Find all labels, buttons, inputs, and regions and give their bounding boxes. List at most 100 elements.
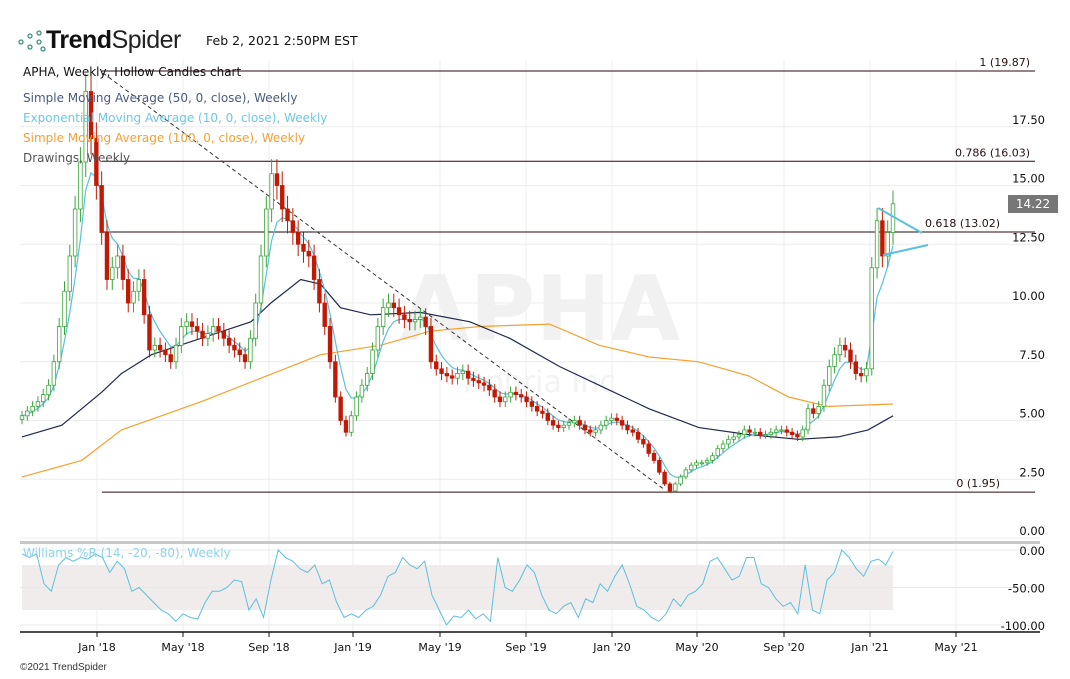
candle bbox=[280, 171, 285, 223]
candle-body bbox=[465, 370, 471, 379]
candle-body bbox=[667, 483, 673, 492]
candle bbox=[471, 371, 476, 387]
candle bbox=[657, 457, 662, 475]
fib-level-label: 0.786 (16.03) bbox=[955, 146, 1030, 159]
candle bbox=[604, 415, 609, 430]
candle bbox=[189, 313, 195, 335]
candle-body bbox=[72, 208, 78, 257]
candle bbox=[481, 376, 487, 392]
candle bbox=[248, 330, 253, 369]
candle-body bbox=[811, 408, 816, 414]
candle-body bbox=[152, 344, 157, 351]
legend-drawings[interactable]: Drawings, Weekly bbox=[23, 151, 131, 165]
candle-body bbox=[455, 373, 460, 379]
candle bbox=[752, 428, 758, 437]
candle bbox=[333, 354, 338, 403]
candle bbox=[853, 354, 859, 381]
candle bbox=[789, 428, 795, 439]
candle-body bbox=[715, 448, 720, 457]
candle-body bbox=[577, 420, 582, 426]
candle bbox=[434, 354, 439, 376]
candle bbox=[572, 415, 577, 428]
candle bbox=[444, 366, 450, 383]
candle bbox=[242, 347, 248, 369]
candle bbox=[295, 220, 301, 256]
candle-body bbox=[508, 391, 513, 398]
candle-body bbox=[380, 307, 386, 327]
candle bbox=[88, 73, 94, 155]
candle-body bbox=[248, 337, 253, 363]
candle bbox=[147, 305, 152, 358]
x-tick-label: Jan '20 bbox=[592, 641, 630, 654]
candle-body bbox=[51, 361, 57, 386]
candle-body bbox=[99, 185, 104, 233]
candle-body bbox=[19, 415, 25, 420]
candle-body bbox=[189, 321, 195, 327]
legend-sma50[interactable]: Simple Moving Average (50, 0, close), We… bbox=[23, 91, 298, 105]
candle-body bbox=[566, 422, 572, 426]
candle bbox=[126, 269, 131, 313]
candle-body bbox=[354, 396, 359, 417]
legend-ema10[interactable]: Exponential Moving Average (10, 0, close… bbox=[23, 111, 328, 125]
williams-tick-label: -50.00 bbox=[1008, 582, 1045, 596]
x-tick-label: May '19 bbox=[418, 641, 461, 654]
candle-body bbox=[885, 232, 890, 257]
y-tick-label: 10.00 bbox=[1012, 289, 1045, 303]
candle bbox=[694, 459, 699, 469]
candle bbox=[306, 239, 311, 268]
candle bbox=[173, 337, 179, 369]
candle bbox=[375, 318, 381, 358]
candle bbox=[141, 269, 147, 324]
candle-body bbox=[604, 420, 609, 426]
candle bbox=[205, 325, 211, 347]
candle-body bbox=[449, 375, 455, 379]
candle-body bbox=[327, 326, 333, 363]
candle-body bbox=[635, 431, 641, 440]
candle bbox=[678, 474, 683, 487]
candle-body bbox=[56, 326, 62, 363]
candle bbox=[710, 452, 715, 464]
candle bbox=[635, 428, 641, 444]
candle bbox=[731, 432, 736, 444]
candle-body bbox=[699, 462, 705, 465]
legend-sma100[interactable]: Simple Moving Average (100, 0, close), W… bbox=[23, 131, 306, 145]
candle bbox=[99, 171, 104, 245]
candle-body bbox=[588, 429, 593, 433]
candle bbox=[561, 420, 566, 432]
candle-body bbox=[120, 255, 126, 280]
candle bbox=[625, 420, 630, 435]
candle bbox=[519, 388, 524, 403]
candle bbox=[588, 425, 593, 437]
candle bbox=[811, 403, 816, 419]
candle bbox=[402, 305, 407, 329]
candle-body bbox=[88, 91, 94, 139]
x-tick-label: Sep '18 bbox=[248, 641, 289, 654]
candle-body bbox=[94, 138, 99, 186]
candle bbox=[455, 366, 460, 385]
candle-body bbox=[513, 391, 519, 396]
candle bbox=[200, 322, 205, 347]
candle-body bbox=[147, 314, 152, 351]
candle bbox=[598, 420, 604, 435]
legend-williams[interactable]: Williams %R (14, -20, -80), Weekly bbox=[23, 546, 231, 560]
candle-body bbox=[805, 408, 811, 431]
candle-body bbox=[710, 455, 715, 461]
candle-body bbox=[67, 255, 72, 292]
candle bbox=[67, 244, 72, 302]
y-tick-label: 2.50 bbox=[1019, 465, 1045, 479]
candle bbox=[258, 244, 264, 313]
williams-tick-label: -100.00 bbox=[1001, 619, 1045, 633]
candle-body bbox=[258, 255, 264, 304]
candle bbox=[465, 364, 471, 385]
candle-body bbox=[614, 417, 620, 421]
candle-body bbox=[301, 243, 306, 252]
candle bbox=[30, 401, 35, 417]
candle bbox=[195, 318, 200, 340]
candle-body bbox=[295, 232, 301, 245]
candle bbox=[221, 322, 227, 347]
candle-body bbox=[625, 424, 630, 431]
candle bbox=[534, 401, 540, 417]
candle bbox=[683, 467, 689, 480]
candle-body bbox=[779, 429, 784, 432]
